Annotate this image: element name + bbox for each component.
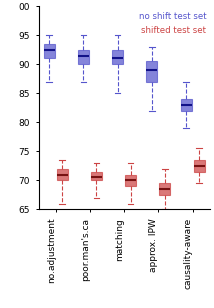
PathPatch shape xyxy=(181,99,192,111)
PathPatch shape xyxy=(194,160,205,172)
PathPatch shape xyxy=(57,169,68,180)
Text: no shift test set: no shift test set xyxy=(139,12,206,21)
Legend:  xyxy=(202,10,205,14)
PathPatch shape xyxy=(125,175,136,186)
PathPatch shape xyxy=(91,172,102,180)
PathPatch shape xyxy=(159,183,170,195)
PathPatch shape xyxy=(44,44,55,59)
PathPatch shape xyxy=(146,61,157,82)
Text: shifted test set: shifted test set xyxy=(141,26,206,35)
PathPatch shape xyxy=(78,50,89,64)
PathPatch shape xyxy=(112,50,123,64)
